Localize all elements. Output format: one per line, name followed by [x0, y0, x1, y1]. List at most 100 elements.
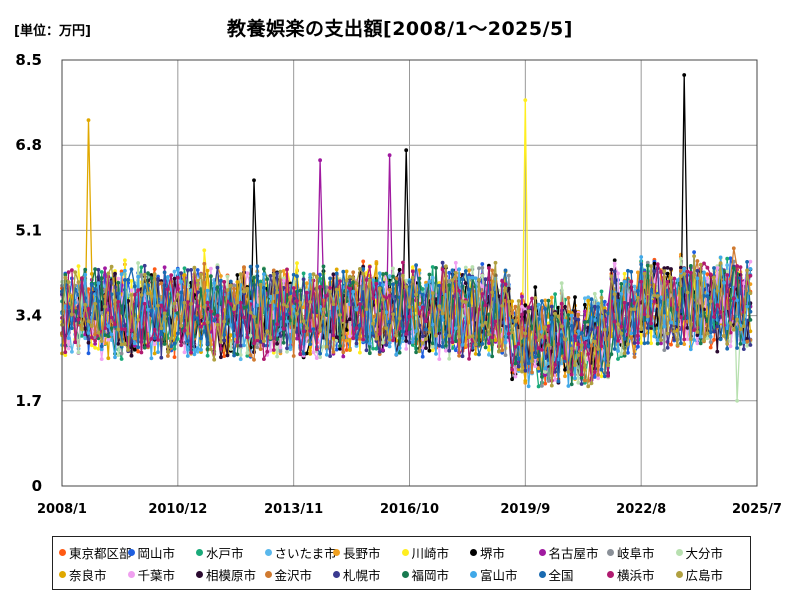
data-point: [295, 330, 299, 334]
data-point: [285, 267, 289, 272]
data-point: [493, 338, 498, 342]
data-point: [199, 324, 203, 329]
data-point: [93, 267, 97, 271]
data-point: [205, 320, 210, 325]
data-point: [493, 260, 498, 265]
data-point: [695, 330, 700, 334]
data-point: [520, 304, 524, 309]
data-point: [162, 265, 167, 270]
data-point: [434, 352, 438, 356]
data-point: [364, 339, 369, 344]
data-point: [636, 341, 640, 345]
data-point: [576, 342, 581, 347]
data-point: [73, 270, 78, 274]
data-point: [205, 268, 210, 273]
data-point: [715, 349, 720, 354]
data-point: [487, 352, 491, 357]
data-point: [490, 290, 495, 295]
data-point: [579, 343, 584, 347]
data-point: [506, 286, 511, 291]
data-point: [358, 267, 362, 271]
legend-label: 金沢市: [274, 567, 313, 583]
data-point: [76, 317, 81, 322]
data-point: [576, 335, 581, 340]
data-point: [490, 268, 495, 273]
data-point: [70, 312, 74, 317]
data-point: [109, 326, 114, 331]
data-point: [652, 269, 657, 274]
legend-item: 大分市: [675, 541, 745, 563]
data-point: [334, 347, 339, 352]
data-point: [636, 296, 640, 300]
data-point: [688, 347, 693, 352]
data-point: [152, 327, 157, 332]
data-point: [219, 278, 223, 283]
data-point: [480, 292, 485, 296]
data-point: [569, 346, 574, 351]
data-point: [688, 337, 693, 341]
data-point: [314, 347, 319, 352]
data-point: [569, 382, 574, 387]
data-point: [219, 340, 223, 344]
data-point: [245, 335, 250, 340]
data-point: [252, 275, 256, 280]
data-point: [556, 305, 561, 310]
data-point: [513, 374, 518, 379]
data-point: [602, 327, 607, 332]
data-point: [629, 336, 634, 340]
data-point: [510, 377, 514, 382]
data-point: [487, 266, 491, 270]
data-point: [622, 300, 627, 305]
data-point: [463, 300, 468, 304]
data-point: [199, 336, 203, 341]
data-point: [278, 316, 283, 321]
data-point: [540, 374, 544, 379]
legend-marker-icon: [196, 548, 203, 556]
data-point: [480, 273, 485, 278]
data-point: [583, 363, 587, 368]
data-point: [258, 347, 263, 351]
data-point: [549, 295, 554, 300]
data-point: [596, 301, 600, 306]
data-point: [748, 267, 753, 271]
data-point: [136, 345, 141, 350]
data-point: [410, 340, 415, 344]
data-point: [738, 342, 743, 346]
data-point: [281, 326, 286, 331]
data-point: [225, 353, 230, 358]
data-point: [318, 355, 322, 360]
legend-item: 全国: [538, 563, 608, 585]
data-point: [506, 299, 511, 304]
data-point: [63, 353, 68, 357]
data-point: [649, 341, 653, 346]
data-point: [731, 246, 736, 251]
data-point: [391, 282, 395, 287]
data-point: [510, 367, 514, 372]
data-point: [622, 336, 627, 341]
data-point: [503, 353, 508, 357]
data-point: [123, 323, 127, 328]
data-point: [285, 319, 289, 324]
legend-label: 富山市: [480, 567, 518, 583]
data-point: [119, 351, 124, 356]
data-point: [708, 340, 713, 344]
data-point: [166, 287, 170, 292]
data-point: [718, 255, 723, 260]
data-point: [63, 304, 68, 308]
legend-marker-icon: [675, 548, 683, 556]
x-tick-label: 2013/11: [264, 502, 323, 517]
data-point: [447, 270, 452, 275]
data-point: [404, 339, 409, 343]
data-point: [688, 270, 693, 275]
data-point: [159, 281, 164, 286]
data-point: [232, 307, 237, 311]
data-point: [265, 329, 270, 334]
data-point: [609, 267, 614, 272]
data-point: [566, 296, 571, 300]
data-point: [175, 267, 180, 272]
data-point: [185, 354, 190, 358]
data-point: [387, 288, 392, 292]
data-point: [731, 266, 736, 271]
legend-label: 福岡市: [411, 567, 450, 583]
data-point: [166, 275, 170, 279]
